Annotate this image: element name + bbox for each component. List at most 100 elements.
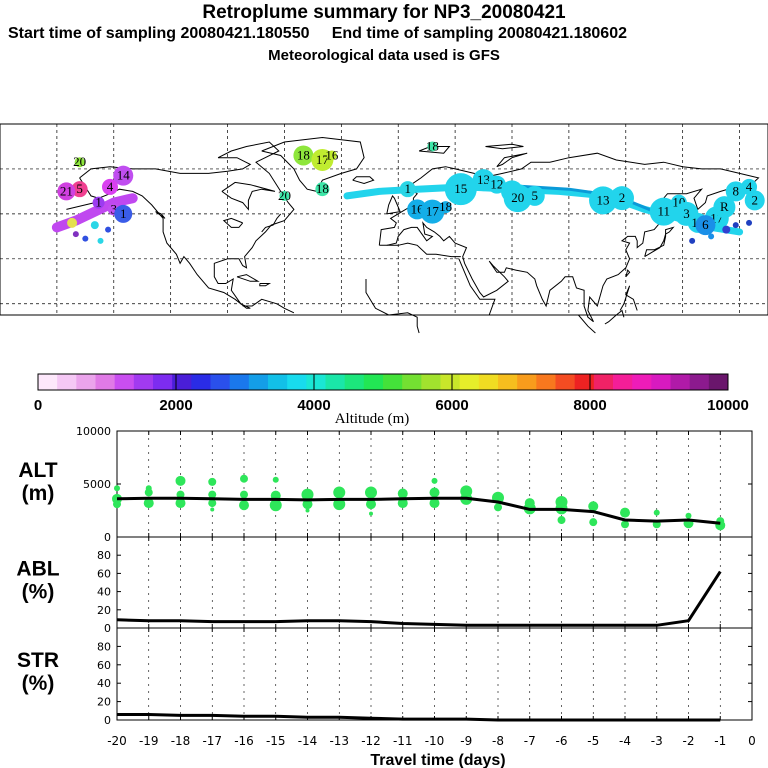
map-coastline — [604, 309, 625, 325]
map-marker-label: 21 — [60, 183, 73, 198]
series-line-abl — [116, 570, 722, 627]
map-marker-label: 4 — [746, 179, 753, 194]
map-marker — [746, 219, 753, 226]
map-marker-dot — [713, 196, 736, 219]
alt-scatter-point — [144, 488, 153, 497]
colorbar-tick-label: 6000 — [435, 397, 468, 414]
map-marker-dot — [524, 185, 545, 206]
map-coastline — [66, 202, 95, 210]
map-coastline — [352, 176, 375, 185]
alt-scatter-point — [460, 485, 473, 498]
start-time: Start time of sampling 20080421.180550 — [8, 25, 310, 42]
map-marker — [67, 217, 78, 228]
x-tick-label: -8 — [492, 734, 504, 748]
panel-unit-label: (%) — [22, 672, 55, 695]
map-coastline — [625, 269, 631, 278]
map-marker-label: 18 — [439, 199, 452, 214]
panel-label: ALT — [18, 459, 57, 482]
colorbar-swatch — [325, 374, 346, 390]
panel-ytick-label: 20 — [97, 696, 111, 709]
alt-scatter-point — [240, 490, 248, 499]
map-coastline — [644, 226, 675, 258]
map-coastline — [496, 152, 528, 168]
map-marker: 1 — [92, 195, 105, 210]
panel-ytick-label: 60 — [97, 567, 111, 580]
map-marker-dot — [708, 233, 715, 240]
map-marker-label: 14 — [117, 168, 131, 183]
end-time: End time of sampling 20080421.180602 — [331, 25, 627, 42]
map-coastline — [259, 283, 272, 287]
colorbar-swatch — [402, 374, 422, 390]
map-coastline — [485, 143, 524, 150]
map-marker: 13 — [589, 186, 618, 215]
map-marker-dot — [589, 186, 618, 215]
alt-scatter-point — [494, 503, 502, 512]
map-marker: 14 — [113, 165, 134, 186]
map-coastline — [221, 181, 276, 211]
colorbar-swatch — [536, 374, 556, 390]
map-marker: 8 — [725, 181, 746, 202]
alt-scatter-point — [397, 498, 408, 509]
x-tick-label: -13 — [329, 734, 349, 748]
map-marker-dot — [101, 178, 118, 195]
map-coastline — [242, 298, 295, 314]
map-marker-dot — [427, 141, 438, 152]
colorbar-swatch — [651, 374, 671, 390]
alt-scatter-point — [333, 486, 346, 499]
colorbar-swatch — [229, 374, 250, 390]
map-marker-label: 5 — [76, 181, 83, 196]
panel-unit-label: (%) — [22, 581, 55, 604]
colorbar-swatch — [114, 374, 135, 390]
map-marker: R — [713, 196, 736, 219]
alt-scatter-point — [653, 509, 660, 516]
alt-scatter-point — [589, 518, 598, 527]
colorbar-swatch — [632, 374, 652, 390]
series-line-alt — [116, 496, 721, 525]
colorbar-swatch — [440, 374, 461, 390]
alt-scatter-point — [431, 477, 438, 484]
alt-scatter-point — [685, 512, 692, 519]
colorbar-swatch — [306, 374, 326, 390]
alt-scatter-point — [112, 493, 122, 504]
alt-scatter-point — [366, 499, 376, 510]
map-marker — [105, 226, 112, 233]
colorbar-tick-label: 4000 — [297, 397, 330, 414]
map-marker-label: 12 — [490, 177, 503, 192]
colorbar-title: Altitude (m) — [335, 411, 410, 427]
map-marker: 18 — [426, 138, 439, 153]
map-coastline — [418, 146, 451, 154]
map-marker-dot — [649, 197, 678, 226]
map-marker: 20 — [73, 154, 86, 169]
alt-scatter-point — [175, 475, 186, 486]
map-marker-label: 17 — [426, 204, 440, 219]
map-marker: 5 — [524, 185, 545, 206]
map-marker: 11 — [649, 197, 678, 226]
colorbar-swatch — [191, 374, 211, 390]
x-axis: -20 -19 -18 -17 -16 -15 -14 -13 -12 -11 -10 -9 -8 -7-… — [107, 734, 756, 768]
alt-scatter-point — [429, 487, 440, 498]
map-marker: 6 — [695, 215, 716, 236]
colorbar-swatch — [210, 374, 231, 390]
map-marker-label: 20 — [278, 188, 291, 203]
map-marker-dot — [399, 181, 416, 198]
x-tick-label: -10 — [425, 734, 445, 748]
map-coastline — [155, 211, 166, 219]
map-coastline — [619, 285, 638, 311]
x-tick-label: -2 — [683, 734, 695, 748]
alt-scatter-point — [333, 498, 346, 511]
colorbar-swatch — [517, 374, 537, 390]
colorbar-swatch — [574, 374, 595, 390]
colorbar-tick-label: 0 — [34, 397, 42, 414]
map-marker: 18 — [293, 145, 314, 166]
map-marker-label: 18 — [297, 147, 310, 162]
colorbar-swatch — [76, 374, 96, 390]
alt-scatter-point — [305, 508, 310, 513]
alt-scatter-point — [143, 498, 154, 509]
map-marker: 20 — [503, 184, 532, 213]
map-marker-label: 13 — [597, 192, 610, 207]
map-marker-dot — [439, 201, 452, 214]
map-marker — [722, 225, 731, 234]
alt-scatter-point — [114, 485, 120, 492]
colorbar-swatch — [268, 374, 288, 390]
